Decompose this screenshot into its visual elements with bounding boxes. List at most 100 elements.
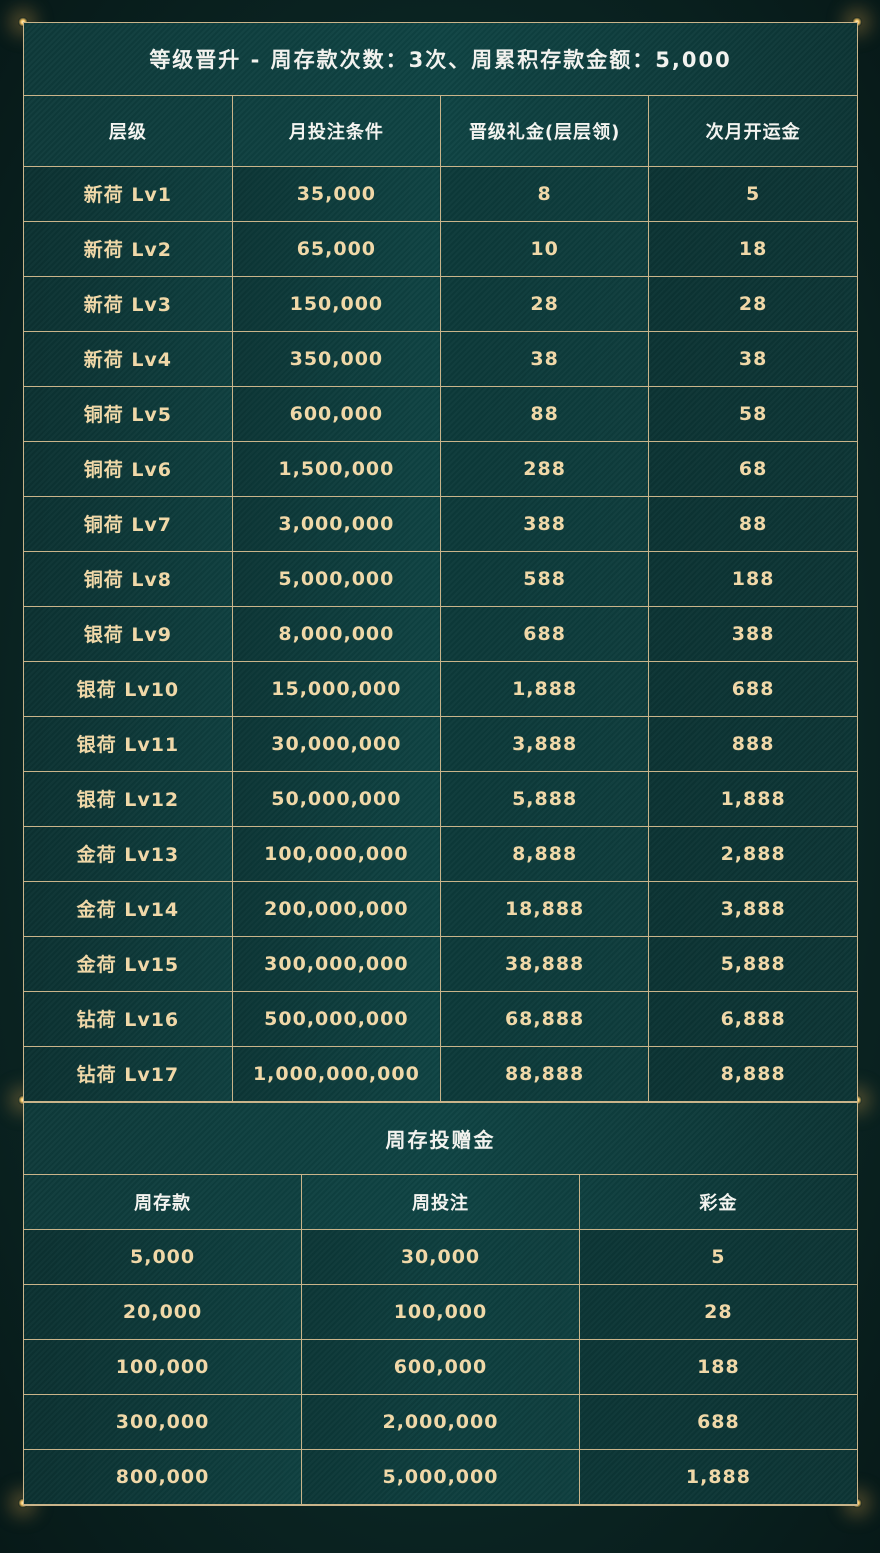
- table-cell: 1,500,000: [231, 440, 442, 497]
- weekly-bonus-table: 周存款 周投注 彩金 5,000 30,000 5 20,000 100,000 28 100,…: [24, 1174, 857, 1505]
- table-header-row: 周存款 周投注 彩金: [24, 1174, 857, 1230]
- table-cell: 28: [439, 275, 650, 332]
- table-cell: 50,000,000: [231, 770, 442, 827]
- table-cell: 铜荷 Lv7: [24, 495, 233, 552]
- table-cell: 58: [648, 385, 857, 442]
- table-cell: 5,000: [24, 1229, 303, 1285]
- table-row: 金荷 Lv15 300,000,000 38,888 5,888: [24, 935, 857, 992]
- table-cell: 350,000: [231, 330, 442, 387]
- table-cell: 388: [439, 495, 650, 552]
- table-cell: 5: [578, 1229, 857, 1285]
- column-header: 周存款: [24, 1174, 303, 1230]
- table-cell: 68: [648, 440, 857, 497]
- table-cell: 金荷 Lv13: [24, 825, 233, 882]
- table-cell: 2,888: [648, 825, 857, 882]
- table-cell: 88,888: [439, 1045, 650, 1102]
- table-row: 银荷 Lv9 8,000,000 688 388: [24, 605, 857, 662]
- table-cell: 5,888: [648, 935, 857, 992]
- table-cell: 钻荷 Lv16: [24, 990, 233, 1047]
- table-cell: 88: [439, 385, 650, 442]
- column-header: 层级: [24, 96, 233, 167]
- table-cell: 8: [439, 166, 650, 222]
- column-header: 周投注: [301, 1174, 580, 1230]
- table-cell: 1,000,000,000: [231, 1045, 442, 1102]
- column-header: 次月开运金: [648, 96, 857, 167]
- table-row: 铜荷 Lv8 5,000,000 588 188: [24, 550, 857, 607]
- table-cell: 288: [439, 440, 650, 497]
- table-cell: 688: [439, 605, 650, 662]
- table-cell: 888: [648, 715, 857, 772]
- table-row: 300,000 2,000,000 688: [24, 1394, 857, 1450]
- table-cell: 钻荷 Lv17: [24, 1045, 233, 1102]
- table-cell: 3,888: [648, 880, 857, 937]
- table-cell: 1,888: [648, 770, 857, 827]
- table-cell: 新荷 Lv4: [24, 330, 233, 387]
- table-row: 新荷 Lv1 35,000 8 5: [24, 166, 857, 222]
- page-title: 等级晋升 - 周存款次数：3次、周累积存款金额：5,000: [24, 23, 857, 96]
- table-cell: 5,000,000: [301, 1449, 580, 1505]
- table-cell: 18,888: [439, 880, 650, 937]
- table-cell: 100,000,000: [231, 825, 442, 882]
- table-cell: 388: [648, 605, 857, 662]
- table-cell: 银荷 Lv10: [24, 660, 233, 717]
- table-cell: 10: [439, 220, 650, 277]
- column-header: 月投注条件: [231, 96, 442, 167]
- table-cell: 铜荷 Lv6: [24, 440, 233, 497]
- table-cell: 银荷 Lv9: [24, 605, 233, 662]
- table-cell: 18: [648, 220, 857, 277]
- table-cell: 100,000: [301, 1284, 580, 1340]
- table-row: 新荷 Lv3 150,000 28 28: [24, 275, 857, 332]
- table-row: 20,000 100,000 28: [24, 1284, 857, 1340]
- table-cell: 1,888: [578, 1449, 857, 1505]
- table-cell: 8,888: [648, 1045, 857, 1102]
- table-cell: 688: [648, 660, 857, 717]
- table-row: 银荷 Lv11 30,000,000 3,888 888: [24, 715, 857, 772]
- table-row: 铜荷 Lv6 1,500,000 288 68: [24, 440, 857, 497]
- table-cell: 300,000,000: [231, 935, 442, 992]
- column-header: 晋级礼金(层层领): [439, 96, 650, 167]
- table-row: 800,000 5,000,000 1,888: [24, 1449, 857, 1505]
- table-cell: 5,888: [439, 770, 650, 827]
- table-cell: 68,888: [439, 990, 650, 1047]
- table-row: 银荷 Lv12 50,000,000 5,888 1,888: [24, 770, 857, 827]
- table-cell: 30,000: [301, 1229, 580, 1285]
- table-cell: 200,000,000: [231, 880, 442, 937]
- table-cell: 100,000: [24, 1339, 303, 1395]
- table-cell: 500,000,000: [231, 990, 442, 1047]
- table-header-row: 层级 月投注条件 晋级礼金(层层领) 次月开运金: [24, 96, 857, 167]
- table-cell: 金荷 Lv14: [24, 880, 233, 937]
- table-cell: 1,888: [439, 660, 650, 717]
- table-cell: 新荷 Lv2: [24, 220, 233, 277]
- table-cell: 金荷 Lv15: [24, 935, 233, 992]
- table-row: 金荷 Lv13 100,000,000 8,888 2,888: [24, 825, 857, 882]
- table-cell: 150,000: [231, 275, 442, 332]
- table-cell: 600,000: [301, 1339, 580, 1395]
- table-cell: 600,000: [231, 385, 442, 442]
- table-cell: 3,888: [439, 715, 650, 772]
- table-cell: 588: [439, 550, 650, 607]
- vip-table-panel: 等级晋升 - 周存款次数：3次、周累积存款金额：5,000 层级 月投注条件 晋级礼…: [23, 22, 858, 1506]
- table-row: 100,000 600,000 188: [24, 1339, 857, 1395]
- table-cell: 2,000,000: [301, 1394, 580, 1450]
- table-cell: 3,000,000: [231, 495, 442, 552]
- level-table: 层级 月投注条件 晋级礼金(层层领) 次月开运金 新荷 Lv1 35,000 8 5 新荷 L…: [24, 96, 857, 1102]
- table-cell: 铜荷 Lv8: [24, 550, 233, 607]
- table-cell: 新荷 Lv3: [24, 275, 233, 332]
- table-cell: 28: [648, 275, 857, 332]
- table-row: 银荷 Lv10 15,000,000 1,888 688: [24, 660, 857, 717]
- table-cell: 30,000,000: [231, 715, 442, 772]
- table-cell: 38: [648, 330, 857, 387]
- table-cell: 5: [648, 166, 857, 222]
- table-cell: 188: [578, 1339, 857, 1395]
- table-row: 钻荷 Lv16 500,000,000 68,888 6,888: [24, 990, 857, 1047]
- table-cell: 铜荷 Lv5: [24, 385, 233, 442]
- table-cell: 88: [648, 495, 857, 552]
- table-row: 5,000 30,000 5: [24, 1229, 857, 1285]
- table-cell: 688: [578, 1394, 857, 1450]
- table-row: 新荷 Lv4 350,000 38 38: [24, 330, 857, 387]
- table-cell: 15,000,000: [231, 660, 442, 717]
- section-title: 周存投赠金: [24, 1101, 857, 1175]
- table-cell: 65,000: [231, 220, 442, 277]
- table-cell: 35,000: [231, 166, 442, 222]
- table-cell: 38: [439, 330, 650, 387]
